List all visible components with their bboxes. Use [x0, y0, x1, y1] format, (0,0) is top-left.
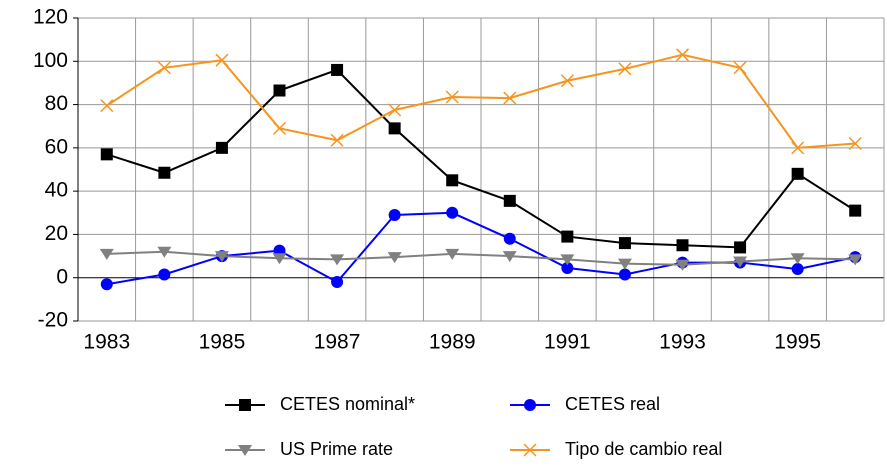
marker: [331, 63, 344, 76]
marker: [848, 254, 863, 266]
series: [100, 63, 862, 254]
marker: [618, 62, 632, 76]
marker: [618, 237, 631, 250]
legend-marker: [523, 443, 537, 457]
marker: [849, 204, 862, 217]
y-tick-label: 0: [56, 265, 68, 288]
marker: [561, 230, 574, 243]
marker: [446, 206, 459, 219]
legend-label: CETES real: [565, 394, 660, 414]
series: [99, 246, 863, 271]
y-tick-label: 80: [45, 92, 68, 115]
marker: [100, 278, 113, 291]
marker: [215, 53, 229, 67]
marker: [388, 208, 401, 221]
legend-label: US Prime rate: [280, 439, 393, 459]
marker: [158, 166, 171, 179]
marker: [388, 103, 402, 117]
legend-entry: CETES nominal*: [225, 394, 415, 414]
legend-marker: [524, 399, 536, 411]
marker: [273, 84, 286, 97]
y-tick-label: 20: [45, 222, 68, 245]
legend-entry: CETES real: [510, 394, 660, 414]
y-tick-label: 100: [33, 49, 68, 72]
y-tick-label: -20: [38, 309, 68, 332]
marker: [734, 241, 747, 254]
marker: [157, 61, 171, 75]
marker: [790, 253, 805, 265]
marker: [388, 122, 401, 135]
marker: [502, 251, 517, 263]
x-tick-label: 1991: [544, 331, 591, 354]
marker: [158, 268, 171, 281]
marker: [848, 136, 862, 151]
marker: [733, 256, 748, 268]
legend-marker: [238, 445, 252, 456]
marker: [387, 252, 402, 264]
marker: [215, 141, 228, 154]
marker: [791, 141, 805, 155]
legend-label: Tipo de cambio real: [565, 439, 722, 459]
marker: [330, 133, 344, 147]
marker: [791, 263, 804, 276]
marker: [675, 48, 690, 62]
marker: [503, 232, 516, 245]
marker: [100, 99, 114, 113]
marker: [272, 121, 287, 135]
marker: [446, 174, 459, 187]
marker: [330, 254, 345, 266]
legend-entry: US Prime rate: [225, 439, 393, 459]
x-tick-label: 1993: [659, 331, 706, 354]
legend-marker: [239, 399, 251, 411]
marker: [99, 248, 114, 260]
marker: [560, 74, 574, 88]
x-tick-label: 1995: [774, 331, 821, 354]
legend-entry: Tipo de cambio real: [510, 439, 722, 459]
marker: [617, 258, 632, 270]
y-tick-label: 120: [33, 6, 68, 29]
marker: [503, 91, 517, 105]
series: [100, 48, 862, 155]
series-line: [106, 53, 856, 149]
marker: [157, 246, 172, 258]
marker: [618, 268, 631, 281]
x-tick-label: 1985: [199, 331, 246, 354]
marker: [445, 90, 459, 104]
series-line: [106, 68, 856, 249]
marker: [561, 261, 574, 274]
marker: [676, 239, 689, 252]
marker: [733, 61, 747, 75]
marker: [331, 276, 344, 289]
series-line: [106, 250, 856, 266]
marker: [503, 194, 516, 207]
marker: [675, 259, 690, 271]
y-tick-label: 60: [45, 135, 68, 158]
legend-label: CETES nominal*: [280, 394, 415, 414]
x-tick-label: 1983: [83, 331, 130, 354]
marker: [791, 167, 804, 180]
marker: [272, 253, 287, 265]
marker: [560, 254, 575, 266]
marker: [445, 248, 460, 260]
y-tick-label: 40: [45, 179, 68, 202]
marker: [214, 251, 229, 263]
x-tick-label: 1987: [314, 331, 361, 354]
marker: [100, 148, 113, 161]
x-tick-label: 1989: [429, 331, 476, 354]
